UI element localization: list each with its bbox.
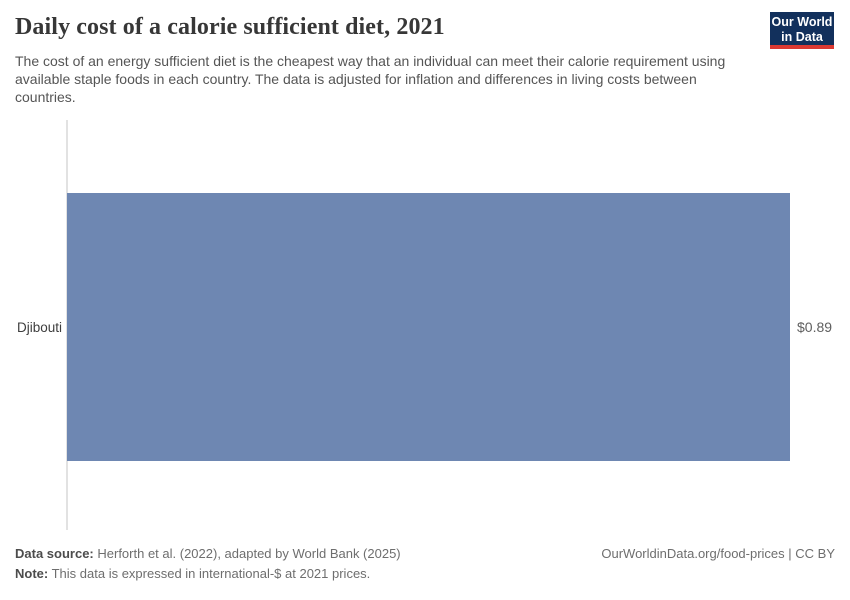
owid-logo-line1: Our World xyxy=(771,15,833,29)
value-label: $0.89 xyxy=(797,319,833,335)
data-source-line: Data source: Herforth et al. (2022), ada… xyxy=(15,544,401,564)
data-source-value: Herforth et al. (2022), adapted by World… xyxy=(97,546,401,561)
category-label: Djibouti xyxy=(16,319,62,335)
note-line: Note: This data is expressed in internat… xyxy=(15,564,401,584)
bar-chart: Djibouti $0.89 xyxy=(0,120,850,530)
chart-subtitle: The cost of an energy sufficient diet is… xyxy=(15,53,726,105)
chart-title: Daily cost of a calorie sufficient diet,… xyxy=(15,14,445,40)
owid-logo[interactable]: Our World in Data xyxy=(770,12,834,49)
data-source-label: Data source: xyxy=(15,546,94,561)
note-value: This data is expressed in international-… xyxy=(51,566,371,581)
note-label: Note: xyxy=(15,566,49,581)
footer-link[interactable]: OurWorldinData.org/food-prices | CC BY xyxy=(601,546,835,561)
y-axis-line xyxy=(66,120,68,530)
chart-footer: Data source: Herforth et al. (2022), ada… xyxy=(15,544,835,584)
owid-logo-line2: in Data xyxy=(781,29,823,44)
bar-djibouti[interactable] xyxy=(67,193,790,461)
bar-row: Djibouti $0.89 xyxy=(0,193,850,461)
footer-source-note: Data source: Herforth et al. (2022), ada… xyxy=(15,544,401,584)
